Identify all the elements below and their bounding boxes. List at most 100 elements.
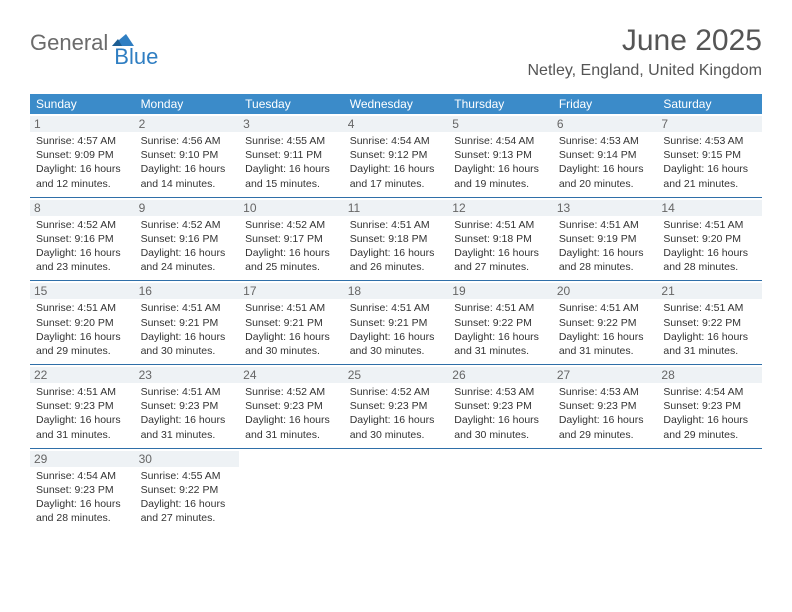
day-number: 10 [239,200,344,216]
day-cell: 22 Sunrise: 4:51 AMSunset: 9:23 PMDayligh… [30,365,135,448]
sunrise-line: Sunrise: 4:51 AM [559,218,652,232]
sunrise-line: Sunrise: 4:53 AM [663,134,756,148]
day-number: 15 [30,283,135,299]
day-number: 11 [344,200,449,216]
sunset-line: Sunset: 9:23 PM [350,399,443,413]
weekday-saturday: Saturday [657,94,762,114]
sunset-line: Sunset: 9:12 PM [350,148,443,162]
sunrise-line: Sunrise: 4:51 AM [36,385,129,399]
daylight-line: Daylight: 16 hours and 26 minutes. [350,246,443,274]
sunrise-line: Sunrise: 4:51 AM [663,301,756,315]
week-row: 8Sunrise: 4:52 AMSunset: 9:16 PMDaylight… [30,198,762,282]
sunrise-line: Sunrise: 4:51 AM [454,301,547,315]
daylight-line: Daylight: 16 hours and 31 minutes. [663,330,756,358]
daylight-line: Daylight: 16 hours and 31 minutes. [245,413,338,441]
sunrise-line: Sunrise: 4:52 AM [141,218,234,232]
sunset-line: Sunset: 9:21 PM [350,316,443,330]
sunset-line: Sunset: 9:23 PM [36,399,129,413]
daylight-line: Daylight: 16 hours and 15 minutes. [245,162,338,190]
day-cell: 14Sunrise: 4:51 AMSunset: 9:20 PMDayligh… [657,198,762,281]
day-number: 12 [448,200,553,216]
day-cell [657,449,762,532]
day-cell: 16Sunrise: 4:51 AMSunset: 9:21 PMDayligh… [135,281,240,364]
day-cell [239,449,344,532]
day-number: 29 [30,451,135,467]
day-cell: 7Sunrise: 4:53 AMSunset: 9:15 PMDaylight… [657,114,762,197]
weekday-wednesday: Wednesday [344,94,449,114]
sunset-line: Sunset: 9:17 PM [245,232,338,246]
daylight-line: Daylight: 16 hours and 31 minutes. [141,413,234,441]
weekday-row: SundayMondayTuesdayWednesdayThursdayFrid… [30,94,762,114]
day-cell: 6Sunrise: 4:53 AMSunset: 9:14 PMDaylight… [553,114,658,197]
day-cell: 24Sunrise: 4:52 AMSunset: 9:23 PMDayligh… [239,365,344,448]
day-number: 24 [239,367,344,383]
day-cell: 3Sunrise: 4:55 AMSunset: 9:11 PMDaylight… [239,114,344,197]
day-number: 30 [135,451,240,467]
daylight-line: Daylight: 16 hours and 28 minutes. [36,497,129,525]
day-cell: 19Sunrise: 4:51 AMSunset: 9:22 PMDayligh… [448,281,553,364]
day-cell: 12Sunrise: 4:51 AMSunset: 9:18 PMDayligh… [448,198,553,281]
day-number: 23 [135,367,240,383]
sunrise-line: Sunrise: 4:53 AM [559,134,652,148]
sunrise-line: Sunrise: 4:51 AM [350,218,443,232]
sunrise-line: Sunrise: 4:51 AM [141,301,234,315]
day-number: 22 [30,367,135,383]
daylight-line: Daylight: 16 hours and 30 minutes. [245,330,338,358]
day-cell: 18Sunrise: 4:51 AMSunset: 9:21 PMDayligh… [344,281,449,364]
week-row: 22Sunrise: 4:51 AMSunset: 9:23 PMDayligh… [30,365,762,449]
sunrise-line: Sunrise: 4:52 AM [245,218,338,232]
day-cell [344,449,449,532]
day-number: 3 [239,116,344,132]
daylight-line: Daylight: 16 hours and 29 minutes. [663,413,756,441]
logo-text-general: General [30,30,108,56]
daylight-line: Daylight: 16 hours and 27 minutes. [454,246,547,274]
daylight-line: Daylight: 16 hours and 27 minutes. [141,497,234,525]
sunrise-line: Sunrise: 4:57 AM [36,134,129,148]
sunrise-line: Sunrise: 4:52 AM [36,218,129,232]
day-cell: 29Sunrise: 4:54 AMSunset: 9:23 PMDayligh… [30,449,135,532]
sunset-line: Sunset: 9:22 PM [454,316,547,330]
weekday-thursday: Thursday [448,94,553,114]
daylight-line: Daylight: 16 hours and 30 minutes. [350,413,443,441]
day-cell: 21Sunrise: 4:51 AMSunset: 9:22 PMDayligh… [657,281,762,364]
calendar: SundayMondayTuesdayWednesdayThursdayFrid… [30,94,762,531]
sunset-line: Sunset: 9:22 PM [141,483,234,497]
sunrise-line: Sunrise: 4:51 AM [559,301,652,315]
sunset-line: Sunset: 9:23 PM [245,399,338,413]
daylight-line: Daylight: 16 hours and 19 minutes. [454,162,547,190]
daylight-line: Daylight: 16 hours and 20 minutes. [559,162,652,190]
weekday-sunday: Sunday [30,94,135,114]
sunset-line: Sunset: 9:21 PM [141,316,234,330]
weekday-friday: Friday [553,94,658,114]
sunset-line: Sunset: 9:16 PM [141,232,234,246]
day-cell: 11Sunrise: 4:51 AMSunset: 9:18 PMDayligh… [344,198,449,281]
day-cell: 4Sunrise: 4:54 AMSunset: 9:12 PMDaylight… [344,114,449,197]
sunset-line: Sunset: 9:09 PM [36,148,129,162]
sunset-line: Sunset: 9:22 PM [559,316,652,330]
sunset-line: Sunset: 9:14 PM [559,148,652,162]
sunrise-line: Sunrise: 4:51 AM [663,218,756,232]
day-number: 14 [657,200,762,216]
day-cell: 9Sunrise: 4:52 AMSunset: 9:16 PMDaylight… [135,198,240,281]
day-number: 27 [553,367,658,383]
day-cell: 20Sunrise: 4:51 AMSunset: 9:22 PMDayligh… [553,281,658,364]
daylight-line: Daylight: 16 hours and 23 minutes. [36,246,129,274]
day-number: 1 [30,116,135,132]
sunset-line: Sunset: 9:18 PM [454,232,547,246]
day-cell: 26Sunrise: 4:53 AMSunset: 9:23 PMDayligh… [448,365,553,448]
daylight-line: Daylight: 16 hours and 24 minutes. [141,246,234,274]
sunrise-line: Sunrise: 4:54 AM [663,385,756,399]
week-row: 15Sunrise: 4:51 AMSunset: 9:20 PMDayligh… [30,281,762,365]
daylight-line: Daylight: 16 hours and 30 minutes. [350,330,443,358]
day-number: 17 [239,283,344,299]
sunrise-line: Sunrise: 4:51 AM [350,301,443,315]
day-number: 5 [448,116,553,132]
week-row: 1 Sunrise: 4:57 AMSunset: 9:09 PM Daylight… [30,114,762,198]
daylight-line: Daylight: 16 hours and 31 minutes. [36,413,129,441]
sunrise-line: Sunrise: 4:53 AM [559,385,652,399]
day-cell: 15Sunrise: 4:51 AMSunset: 9:20 PMDayligh… [30,281,135,364]
daylight-line: Daylight: 16 hours and 21 minutes. [663,162,756,190]
sunrise-line: Sunrise: 4:54 AM [350,134,443,148]
day-cell: 8Sunrise: 4:52 AMSunset: 9:16 PMDaylight… [30,198,135,281]
day-cell: 5Sunrise: 4:54 AMSunset: 9:13 PMDaylight… [448,114,553,197]
